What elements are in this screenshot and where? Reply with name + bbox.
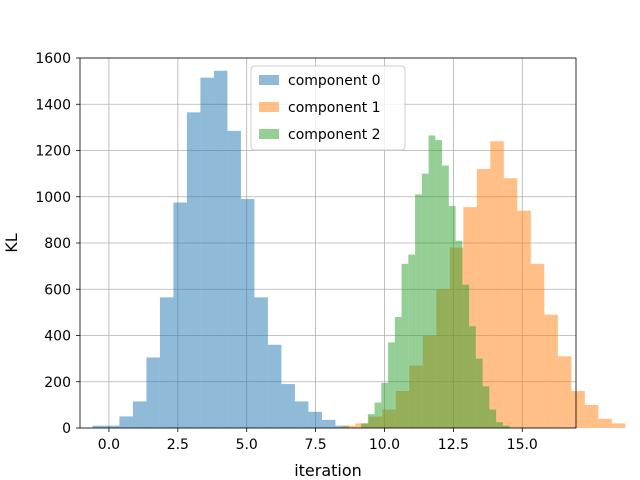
y-tick-label: 0 bbox=[62, 421, 71, 437]
histogram-bar bbox=[428, 135, 436, 428]
legend: component 0 component 1 component 2 bbox=[250, 65, 406, 151]
x-tick-label: 10.0 bbox=[369, 437, 400, 453]
series-2-bars bbox=[361, 135, 510, 428]
y-tick-label: 1400 bbox=[35, 97, 71, 113]
y-tick-label: 1200 bbox=[35, 144, 71, 160]
histogram-bar bbox=[321, 419, 336, 428]
histogram-bar bbox=[254, 297, 268, 428]
histogram-bar bbox=[611, 423, 626, 428]
histogram-bar bbox=[442, 165, 449, 428]
bars bbox=[92, 70, 626, 428]
histogram-bar bbox=[146, 357, 160, 428]
histogram-bar bbox=[281, 384, 295, 428]
histogram-bar bbox=[448, 206, 456, 428]
histogram-bar bbox=[381, 382, 389, 428]
y-axis-ticks: 0 200 400 600 800 1000 1200 1400 1600 bbox=[35, 51, 80, 437]
y-tick-label: 600 bbox=[44, 282, 71, 298]
histogram-bar bbox=[530, 263, 545, 428]
x-tick-label: 0.0 bbox=[98, 437, 120, 453]
legend-swatch bbox=[259, 75, 279, 85]
histogram-bar bbox=[435, 140, 443, 428]
x-tick-label: 15.0 bbox=[507, 437, 538, 453]
histogram-bar bbox=[469, 326, 476, 428]
histogram-bar bbox=[415, 194, 422, 428]
histogram-bar bbox=[517, 210, 531, 428]
x-tick-label: 2.5 bbox=[167, 437, 189, 453]
histogram-bar bbox=[92, 425, 106, 428]
histogram-bar bbox=[388, 342, 395, 428]
histogram-bar bbox=[462, 284, 470, 428]
legend-swatch bbox=[259, 102, 279, 112]
legend-box bbox=[250, 65, 406, 151]
histogram-bar bbox=[557, 356, 572, 428]
legend-label: component 2 bbox=[288, 127, 381, 143]
histogram-bar bbox=[475, 358, 483, 428]
histogram-bar bbox=[598, 418, 612, 428]
legend-label: component 0 bbox=[288, 73, 381, 89]
series-0-bars bbox=[92, 70, 349, 428]
histogram-bar bbox=[119, 416, 133, 428]
histogram-bar bbox=[240, 199, 255, 428]
histogram-bar bbox=[401, 263, 409, 428]
y-tick-label: 200 bbox=[44, 375, 71, 391]
y-tick-label: 800 bbox=[44, 236, 71, 252]
y-tick-label: 400 bbox=[44, 329, 71, 345]
x-tick-label: 7.5 bbox=[304, 437, 326, 453]
histogram-bar bbox=[394, 317, 402, 428]
histogram-bar bbox=[186, 112, 201, 428]
histogram-bar bbox=[503, 178, 518, 428]
histogram-bar bbox=[294, 401, 309, 428]
histogram-bar bbox=[544, 314, 558, 428]
y-axis-title: KL bbox=[2, 233, 21, 252]
histogram-bar bbox=[374, 402, 382, 428]
histogram-bar bbox=[173, 202, 187, 428]
histogram-bar bbox=[308, 411, 322, 428]
histogram-bar bbox=[267, 344, 282, 428]
histogram-bar bbox=[490, 141, 504, 428]
y-tick-label: 1000 bbox=[35, 190, 71, 206]
histogram-bar bbox=[361, 423, 368, 428]
histogram-bar bbox=[159, 297, 174, 428]
histogram-bar bbox=[367, 414, 375, 428]
histogram-bar bbox=[105, 425, 120, 428]
histogram-bar bbox=[455, 240, 463, 428]
histogram-bar bbox=[489, 409, 497, 428]
x-axis-title: iteration bbox=[294, 461, 362, 480]
x-tick-label: 5.0 bbox=[236, 437, 258, 453]
y-tick-label: 1600 bbox=[35, 51, 71, 67]
histogram-bar bbox=[496, 422, 503, 428]
x-tick-label: 12.5 bbox=[438, 437, 469, 453]
legend-label: component 1 bbox=[288, 100, 381, 116]
histogram-bar bbox=[200, 77, 214, 428]
legend-swatch bbox=[259, 129, 279, 139]
histogram-bar bbox=[341, 425, 356, 428]
histogram-bar bbox=[482, 386, 490, 428]
histogram-bar bbox=[213, 70, 228, 428]
histogram-bar bbox=[421, 173, 429, 428]
histogram-bar bbox=[132, 401, 147, 428]
histogram-bar bbox=[584, 404, 599, 428]
histogram-bar bbox=[227, 130, 241, 428]
x-axis-ticks: 0.0 2.5 5.0 7.5 10.0 12.5 15.0 bbox=[98, 428, 538, 453]
histogram-bar bbox=[571, 391, 585, 428]
histogram-bar bbox=[502, 425, 510, 428]
histogram-bar bbox=[408, 254, 416, 428]
